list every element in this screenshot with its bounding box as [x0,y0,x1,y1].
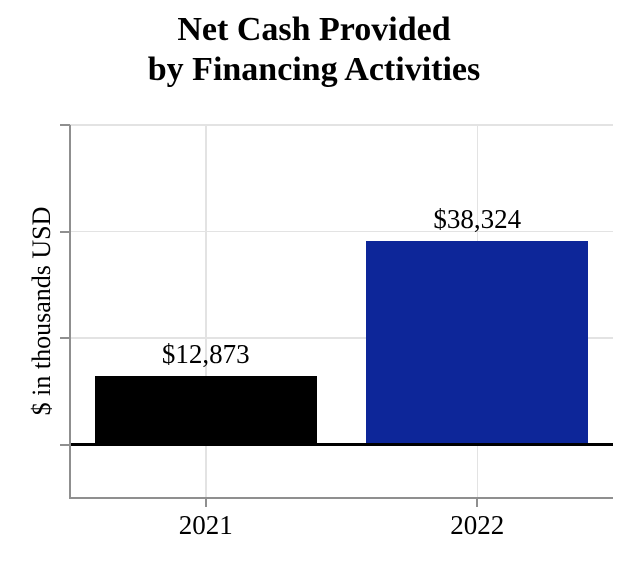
gridline-vertical-2021 [205,125,207,498]
bar-value-label-2022: $38,324 [433,203,522,234]
x-category-label-2022: 2022 [450,510,505,540]
y-axis-line [69,125,71,498]
bar-2021 [94,376,317,445]
gridline-horizontal-1 [70,337,613,339]
x-category-label-2021: 2021 [178,510,233,540]
y-axis-tick-3 [60,124,70,126]
bar-value-label-2021: $12,873 [161,339,250,370]
chart-title-line-2: by Financing Activities [147,51,481,88]
bar-2022 [366,240,589,445]
y-axis-tick-0 [60,443,70,446]
y-axis-tick-1 [60,337,70,340]
y-axis-label: $ in thousands USD [27,206,56,416]
gridline-horizontal-3 [70,124,613,126]
chart-title: Net Cash Provided by Financing Activitie… [0,10,628,90]
zero-baseline [70,443,613,446]
y-axis-tick-2 [60,230,70,233]
x-axis-tick-2022 [476,498,479,507]
x-axis-frame-line [69,497,613,499]
chart-title-line-1: Net Cash Provided [177,11,451,48]
x-axis-tick-2021 [204,498,207,507]
gridline-horizontal-2 [70,230,613,233]
